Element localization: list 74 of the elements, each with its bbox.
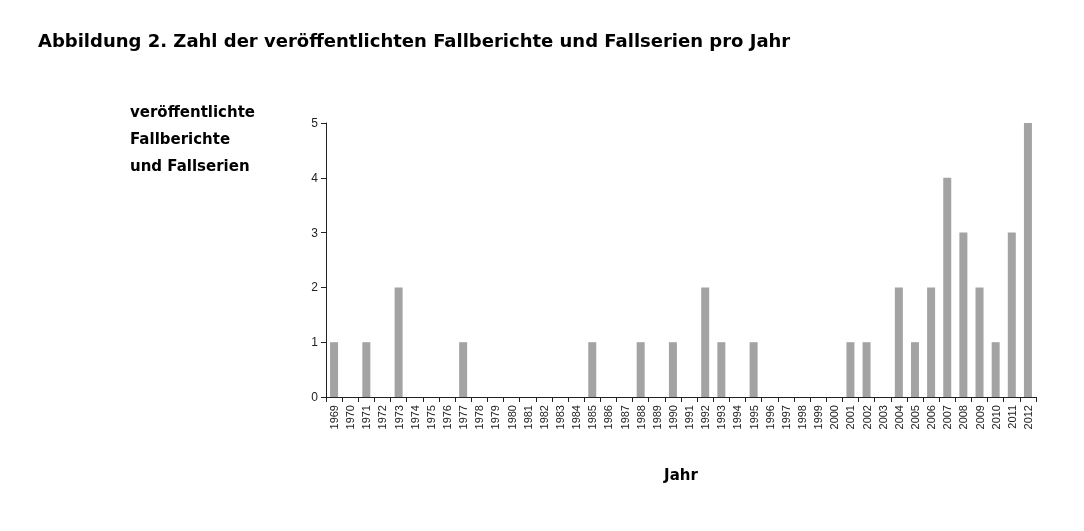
y-tick-label: 2 [311,280,319,295]
bar [588,342,597,397]
x-tick-label: 2005 [908,405,921,430]
bar [943,177,952,397]
bar [394,287,403,397]
x-tick-label: 2004 [892,405,905,430]
x-tick-label: 1978 [473,405,486,430]
bar [636,342,645,397]
x-tick-label: 2007 [941,405,954,430]
bar [749,342,758,397]
x-tick-label: 1977 [457,405,470,430]
x-tick-label: 1989 [650,405,663,430]
x-tick-label: 1984 [570,405,583,430]
x-tick-label: 1987 [618,405,631,430]
y-axis-title: veröffentlichte Fallberichte und Fallserien [130,102,256,175]
y-tick-label: 0 [311,390,319,404]
x-tick-label: 2011 [1005,405,1018,429]
x-tick-label: 1973 [392,405,405,430]
bar [862,342,871,397]
bar [668,342,677,397]
bar [991,342,1000,397]
bar [927,287,936,397]
x-tick-label: 2008 [957,405,970,430]
x-tick-label: 2002 [860,405,873,430]
x-tick-label: 1970 [344,405,357,430]
x-tick-label: 1992 [699,405,712,430]
x-tick-label: 1974 [408,405,421,430]
x-axis-title: Jahr [663,465,699,484]
bar [362,342,371,397]
y-tick-label: 1 [311,335,319,350]
bar [894,287,903,397]
x-tick-label: 1990 [666,405,679,430]
chart-title: Abbildung 2. Zahl der veröffentlichten Fallberichte und Fallserien pro Jahr [38,29,791,51]
x-tick-label: 2003 [876,405,889,430]
x-tick-label: 1993 [715,405,728,430]
x-tick-label: 1979 [489,405,502,430]
bar [1007,232,1016,397]
x-tick-label: 1994 [731,405,744,430]
bar [959,232,968,397]
bar [717,342,726,397]
bar [975,287,984,397]
x-tick-label: 1980 [505,405,518,430]
x-tick-label: 1986 [602,405,615,430]
x-tick-label: 1972 [376,405,389,430]
x-tick-label: 1983 [553,405,566,430]
x-tick-label: 2009 [973,405,986,430]
x-tick-label: 1988 [634,405,647,430]
x-tick-label: 1982 [537,405,550,430]
bar [701,287,710,397]
x-tick-label: 2010 [989,405,1002,430]
x-tick-label: 1998 [796,405,809,430]
x-tick-label: 2012 [1021,405,1034,430]
x-tick-label: 1975 [424,405,437,430]
bar [846,342,855,397]
bar [459,342,468,397]
x-tick-label: 1996 [763,405,776,430]
x-tick-label: 1971 [360,405,373,430]
x-tick-label: 1969 [328,405,341,430]
y-tick-label: 5 [311,116,319,130]
x-tick-label: 1997 [779,405,792,430]
y-tick-label: 3 [311,225,319,240]
x-tick-label: 1976 [441,405,454,430]
x-tick-label: 1985 [586,405,599,430]
x-tick-label: 2001 [844,405,857,430]
y-tick-label: 4 [311,170,319,185]
x-tick-label: 1991 [683,405,696,430]
x-tick-label: 2000 [828,405,841,430]
x-tick-label: 1999 [812,405,825,430]
x-tick-label: 1981 [521,405,534,430]
x-tick-label: 2006 [925,405,938,430]
bar [330,342,339,397]
x-tick-label: 1995 [747,405,760,430]
bar [910,342,919,397]
bar [1023,123,1032,397]
